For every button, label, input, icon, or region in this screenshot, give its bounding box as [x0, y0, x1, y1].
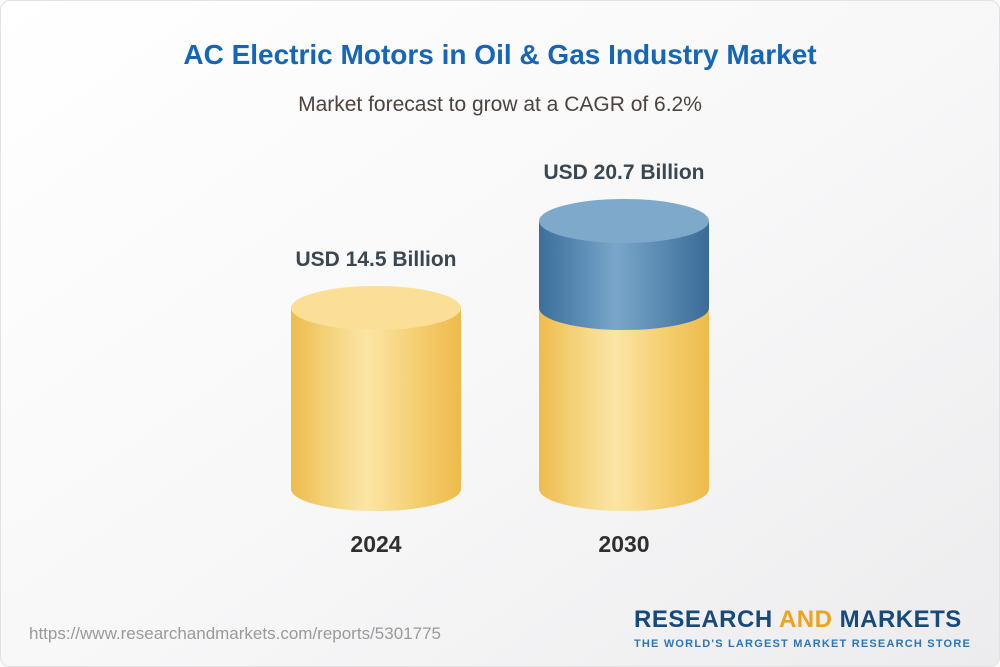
bar-value-label: USD 20.7 Billion [543, 161, 705, 184]
bar-year-label: 2024 [350, 531, 402, 557]
logo-research-text: RESEARCH [633, 606, 773, 633]
bar-value-label: USD 14.5 Billion [295, 248, 457, 271]
cylinder-segment-gold [291, 308, 461, 511]
logo-and-text: AND [778, 606, 833, 633]
bar-group-2030: USD 20.7 Billion 2030 [539, 161, 709, 557]
cylinder-top-ellipse-gold [291, 286, 461, 330]
cylinder [291, 286, 461, 511]
logo-markets-text: MARKETS [839, 606, 962, 633]
bar-group-2024: USD 14.5 Billion 2024 [291, 248, 461, 557]
footer-url: https://www.researchandmarkets.com/repor… [29, 624, 441, 643]
logo-wordmark: RESEARCH AND MARKETS [634, 606, 971, 634]
header: AC Electric Motors in Oil & Gas Industry… [1, 39, 999, 117]
logo: RESEARCH AND MARKETS THE WORLD'S LARGEST… [634, 606, 971, 650]
logo-tagline: THE WORLD'S LARGEST MARKET RESEARCH STOR… [633, 638, 971, 650]
cylinder-top-ellipse-blue [539, 199, 709, 243]
cylinder [539, 199, 709, 511]
bar-year-label: 2030 [598, 531, 650, 557]
page-subtitle: Market forecast to grow at a CAGR of 6.2… [298, 93, 702, 116]
cylinder-segment-gold [539, 308, 709, 511]
page-title: AC Electric Motors in Oil & Gas Industry… [183, 39, 817, 70]
